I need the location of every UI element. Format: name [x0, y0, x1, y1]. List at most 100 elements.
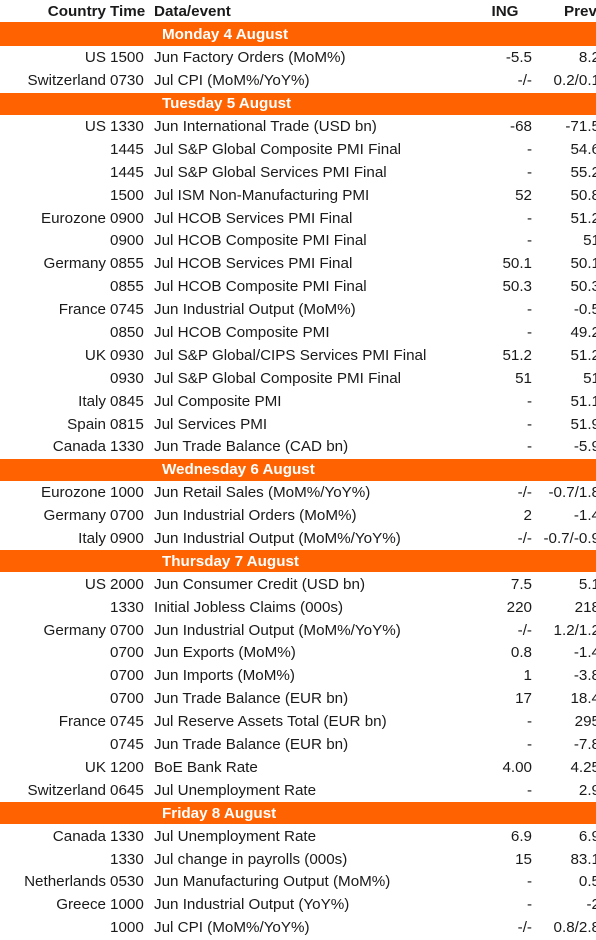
country-cell [0, 321, 110, 345]
previous-value-cell: 6.9 [536, 824, 596, 849]
country-cell: Germany [0, 252, 110, 276]
day-label: Monday 4 August [0, 23, 596, 47]
previous-value-cell: -0.7/1.8 [536, 481, 596, 505]
country-cell [0, 916, 110, 940]
country-cell [0, 733, 110, 757]
ing-forecast-cell: 51.2 [478, 343, 536, 368]
previous-value-cell: 49.2 [536, 321, 596, 345]
event-cell: Jun Retail Sales (MoM%/YoY%) [154, 481, 478, 505]
previous-value-cell: 18.4 [536, 687, 596, 711]
time-cell: 0930 [110, 343, 154, 368]
time-cell: 0900 [110, 527, 154, 551]
country-cell: US [0, 115, 110, 139]
ing-forecast-cell: 51 [478, 366, 536, 391]
country-cell: Italy [0, 527, 110, 551]
country-cell: Switzerland [0, 778, 110, 803]
event-cell: Jul S&P Global Composite PMI Final [154, 137, 478, 162]
ing-forecast-cell: -68 [478, 115, 536, 139]
day-label: Thursday 7 August [0, 549, 596, 574]
calendar-body: Monday 4 August US 1500 Jun Factory Orders … [0, 23, 596, 940]
ing-forecast-cell: 50.1 [478, 252, 536, 276]
country-cell: Canada [0, 824, 110, 849]
ing-forecast-cell: 1 [478, 664, 536, 688]
ing-forecast-cell: 4.00 [478, 756, 536, 780]
ing-forecast-cell: - [478, 893, 536, 917]
time-cell: 0530 [110, 870, 154, 894]
country-cell: UK [0, 756, 110, 780]
time-cell: 0700 [110, 664, 154, 688]
previous-value-cell: -1.4 [536, 504, 596, 528]
time-cell: 0730 [110, 69, 154, 93]
day-label: Tuesday 5 August [0, 92, 596, 116]
ing-forecast-cell: -/- [478, 916, 536, 940]
event-cell: Jul Reserve Assets Total (EUR bn) [154, 710, 478, 734]
previous-value-cell: 5.1 [536, 572, 596, 597]
previous-value-cell: 51 [536, 366, 596, 391]
country-cell [0, 595, 110, 620]
time-cell: 2000 [110, 572, 154, 597]
table-row: Germany 0700 Jun Industrial Output (MoM%/Y… [0, 618, 596, 643]
ing-forecast-cell: - [478, 160, 536, 185]
ing-forecast-cell: 6.9 [478, 824, 536, 849]
time-cell: 0700 [110, 641, 154, 665]
ing-forecast-cell: - [478, 229, 536, 253]
event-cell: Jul ISM Non-Manufacturing PMI [154, 183, 478, 208]
country-cell: Spain [0, 412, 110, 437]
header-ing: ING [478, 0, 536, 24]
country-cell [0, 275, 110, 299]
country-cell [0, 137, 110, 162]
previous-value-cell: 51.2 [536, 343, 596, 368]
country-cell: Eurozone [0, 481, 110, 505]
country-cell: US [0, 572, 110, 597]
country-cell: France [0, 298, 110, 322]
event-cell: Jun Imports (MoM%) [154, 664, 478, 688]
time-cell: 0745 [110, 298, 154, 322]
previous-value-cell: 54.6 [536, 137, 596, 162]
header-prev: Prev. [536, 0, 596, 24]
previous-value-cell: 0.2/0.1 [536, 69, 596, 93]
ing-forecast-cell: -/- [478, 481, 536, 505]
ing-forecast-cell: - [478, 778, 536, 803]
event-cell: Initial Jobless Claims (000s) [154, 595, 478, 620]
time-cell: 1445 [110, 137, 154, 162]
ing-forecast-cell: 2 [478, 504, 536, 528]
table-row: Canada 1330 Jun Trade Balance (CAD bn) - -5.… [0, 435, 596, 459]
event-cell: Jul S&P Global Services PMI Final [154, 160, 478, 185]
ing-forecast-cell: -/- [478, 618, 536, 643]
previous-value-cell: 8.2 [536, 46, 596, 70]
event-cell: Jun Manufacturing Output (MoM%) [154, 870, 478, 894]
ing-forecast-cell: - [478, 389, 536, 414]
event-cell: Jun Industrial Output (MoM%/YoY%) [154, 618, 478, 643]
event-cell: Jun Trade Balance (EUR bn) [154, 733, 478, 757]
event-cell: Jul HCOB Services PMI Final [154, 206, 478, 231]
event-cell: Jun Industrial Output (MoM%) [154, 298, 478, 322]
time-cell: 0900 [110, 229, 154, 253]
table-row: Italy 0900 Jun Industrial Output (MoM%/YoY… [0, 527, 596, 551]
header-event: Data/event [154, 0, 478, 24]
event-cell: Jun International Trade (USD bn) [154, 115, 478, 139]
previous-value-cell: -2 [536, 893, 596, 917]
ing-forecast-cell: 7.5 [478, 572, 536, 597]
ing-forecast-cell: 0.8 [478, 641, 536, 665]
country-cell [0, 183, 110, 208]
previous-value-cell: -3.8 [536, 664, 596, 688]
header-time: Time [110, 0, 154, 24]
country-cell [0, 229, 110, 253]
previous-value-cell: 51.2 [536, 206, 596, 231]
event-cell: Jul HCOB Composite PMI Final [154, 275, 478, 299]
previous-value-cell: 51 [536, 229, 596, 253]
previous-value-cell: 0.5 [536, 870, 596, 894]
table-row: Eurozone 0900 Jul HCOB Services PMI Final -… [0, 206, 596, 231]
time-cell: 0745 [110, 733, 154, 757]
ing-forecast-cell: 15 [478, 847, 536, 871]
ing-forecast-cell: - [478, 321, 536, 345]
country-cell: UK [0, 343, 110, 368]
